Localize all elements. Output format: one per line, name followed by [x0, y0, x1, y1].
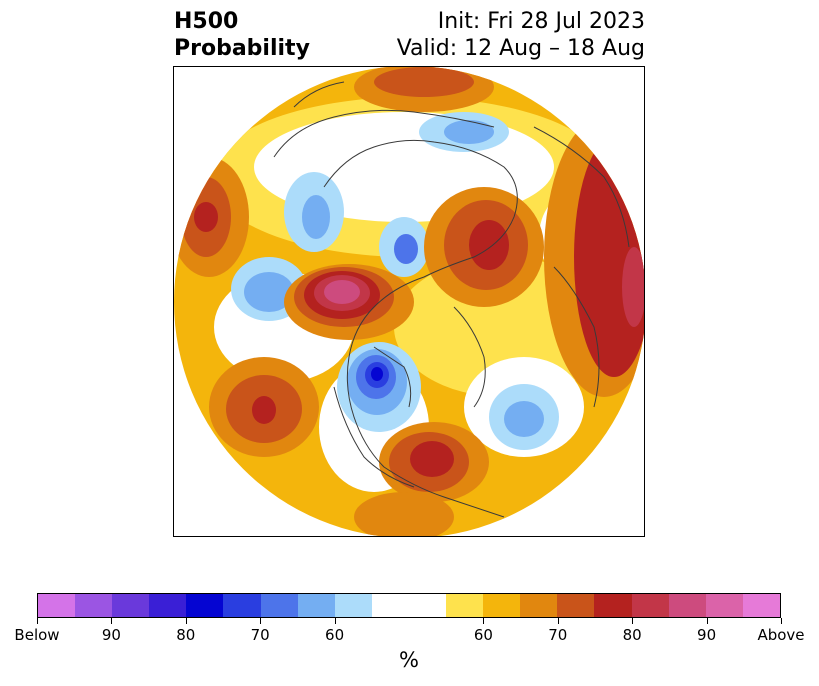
colorbar-tick-label: 70 [250, 626, 270, 644]
forecast-info: Init: Fri 28 Jul 2023 Valid: 12 Aug – 18… [397, 8, 645, 62]
colorbar-tick [706, 618, 708, 624]
title-product: Probability [174, 36, 310, 61]
colorbar-tick [781, 618, 782, 624]
colorbar-above-segment-0 [446, 594, 484, 617]
colorbar-below-segment-7 [297, 594, 335, 617]
colorbar-tick [111, 618, 113, 624]
colorbar-tick [260, 618, 262, 624]
colorbar-below-segment-5 [223, 594, 261, 617]
colorbar-above-segment-5 [631, 594, 669, 617]
colorbar-above-segment-7 [705, 594, 743, 617]
colorbar-below-segment-8 [334, 594, 372, 617]
colorbar-below-segment-2 [112, 594, 150, 617]
colorbar-above-segment-2 [520, 594, 558, 617]
colorbar-below-segment-6 [260, 594, 298, 617]
colorbar-below-segment-0 [38, 594, 76, 617]
colorbar-tick-label: 80 [176, 626, 196, 644]
colorbar-below-segment-4 [186, 594, 224, 617]
colorbar-tick [37, 618, 38, 624]
title-variable: H500 [174, 9, 239, 34]
colorbar-tick-label: 60 [325, 626, 345, 644]
colorbar-tick [334, 618, 336, 624]
colorbar-tick [557, 618, 559, 624]
colorbar [37, 593, 781, 618]
valid-range: Valid: 12 Aug – 18 Aug [396, 36, 645, 61]
map-title: H500 Probability [174, 8, 310, 62]
probability-field [174, 67, 644, 536]
colorbar-tick-label: 60 [473, 626, 493, 644]
colorbar-unit-label: % [399, 648, 419, 672]
colorbar-above-segment-1 [483, 594, 521, 617]
colorbar-tick-label: Below [14, 626, 60, 644]
colorbar-tick-label: Above [757, 626, 805, 644]
colorbar-below-segment-3 [149, 594, 187, 617]
colorbar-neutral-segment [371, 594, 447, 617]
colorbar-above-segment-4 [594, 594, 632, 617]
probability-map [174, 67, 644, 536]
colorbar-tick-label: 90 [697, 626, 717, 644]
colorbar-tick-label: 70 [548, 626, 568, 644]
init-date: Init: Fri 28 Jul 2023 [437, 9, 645, 34]
colorbar-above-segment-6 [668, 594, 706, 617]
colorbar-below-segment-1 [75, 594, 113, 617]
colorbar-tick-label: 80 [622, 626, 642, 644]
colorbar-tick [632, 618, 634, 624]
colorbar-above-segment-3 [557, 594, 595, 617]
colorbar-tick [185, 618, 187, 624]
map-panel [173, 66, 645, 537]
colorbar-above-segment-8 [742, 594, 780, 617]
colorbar-tick-label: 90 [101, 626, 121, 644]
colorbar-tick [483, 618, 485, 624]
coastlines [273, 81, 630, 518]
